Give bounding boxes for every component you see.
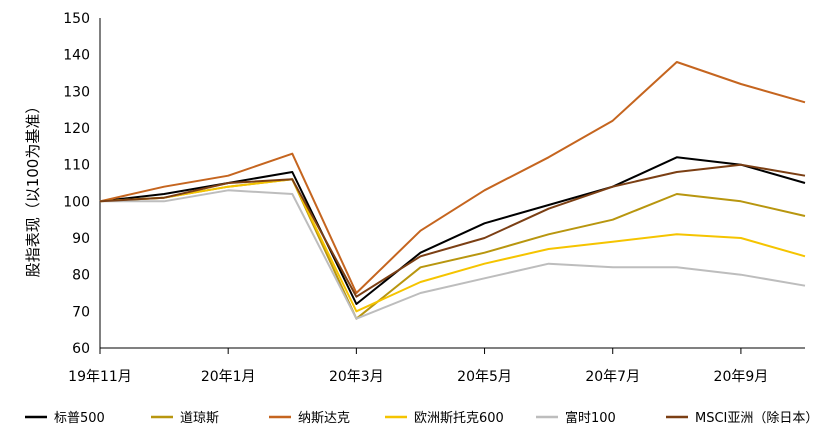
legend-label: 富时100	[565, 410, 616, 426]
series-line-4	[100, 189, 806, 320]
x-tick-label: 20年7月	[585, 369, 640, 385]
y-tick-label: 120	[63, 121, 90, 137]
y-tick-label: 90	[72, 231, 90, 247]
legend: 标普500 道琼斯 纳斯达克 欧洲斯托克600 富时100 MSCI亚洲（除日本）	[25, 410, 818, 426]
y-tick-label: 110	[63, 158, 90, 174]
legend-label: 欧洲斯托克600	[414, 411, 504, 426]
series-lines	[99, 61, 806, 320]
y-tick-label: 130	[63, 84, 90, 100]
series-line-5	[99, 163, 806, 298]
series-line-1	[99, 178, 806, 320]
y-tick-label: 150	[63, 11, 90, 27]
legend-label: 道琼斯	[180, 411, 219, 426]
series-line-2	[99, 61, 806, 294]
legend-label: 纳斯达克	[298, 411, 350, 426]
y-tick-label: 100	[63, 194, 90, 210]
x-tick-label: 20年9月	[714, 369, 769, 385]
y-tick-label: 80	[72, 268, 90, 284]
y-tick-label: 140	[63, 48, 90, 64]
x-axis: 19年11月 20年1月 20年3月 20年5月 20年7月 20年9月	[68, 18, 805, 385]
legend-label: MSCI亚洲（除日本）	[695, 411, 818, 426]
y-axis-ticks: 60 70 80 90 100 110 120 130 140 150	[63, 11, 90, 357]
x-tick-label: 19年11月	[68, 369, 132, 385]
y-axis-label: 股指表现（以100为基准）	[24, 99, 42, 278]
y-tick-label: 70	[72, 304, 90, 320]
x-tick-label: 20年3月	[329, 369, 384, 385]
x-tick-label: 20年5月	[457, 369, 512, 385]
y-tick-label: 60	[72, 341, 90, 357]
x-tick-label: 20年1月	[201, 369, 256, 385]
series-line-3	[99, 178, 806, 313]
legend-label: 标普500	[54, 411, 105, 426]
